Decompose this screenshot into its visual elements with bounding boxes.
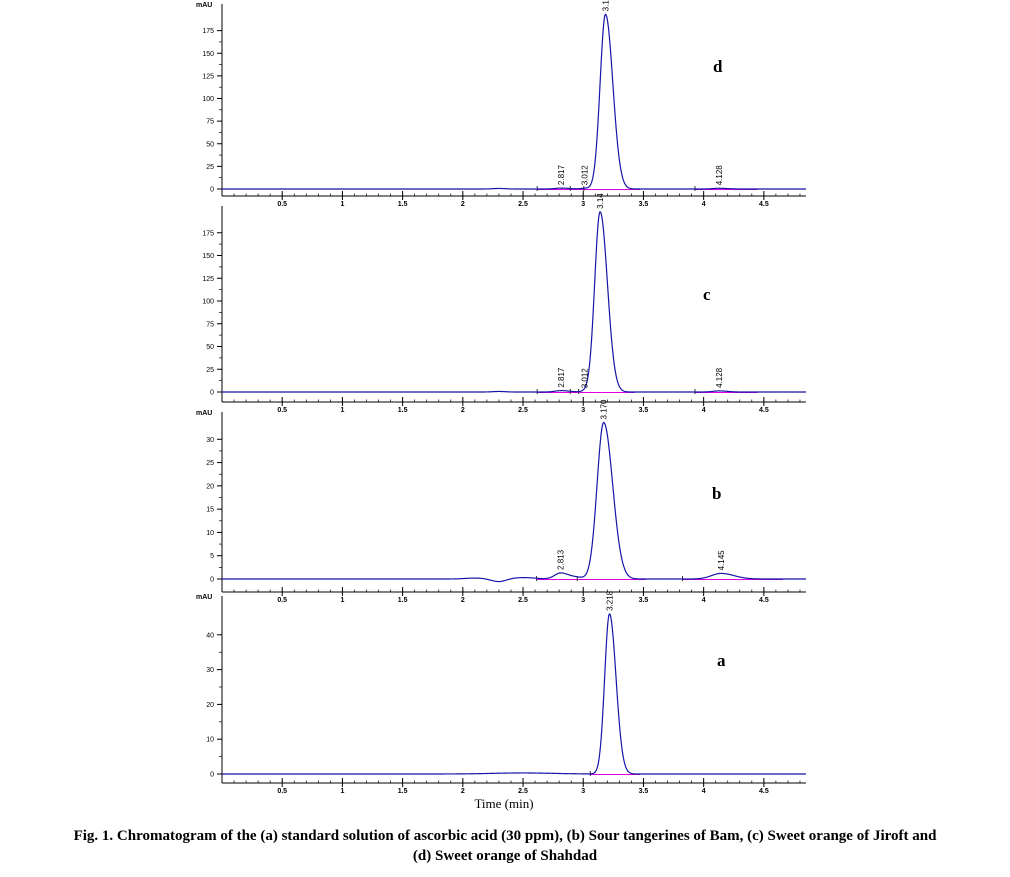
x-tick-label: 2.5 xyxy=(518,788,528,795)
x-tick-label: 0.5 xyxy=(277,788,287,795)
y-tick-label: 100 xyxy=(202,96,214,103)
panel-d: 0 25 50 75 100 125 150 175 mAU 0.5 1 1.5 2 2.5 3 3.5 4 4.… xyxy=(196,0,806,208)
y-tick-label: 75 xyxy=(206,321,214,328)
y-unit-label: mAU xyxy=(196,410,212,417)
x-tick-label: 2 xyxy=(461,597,465,604)
x-axis-label: Time (min) xyxy=(474,796,533,811)
y-tick-label: 50 xyxy=(206,141,214,148)
x-tick-label: 3.5 xyxy=(639,407,649,414)
y-tick-label: 125 xyxy=(202,73,214,80)
x-tick-label: 1.5 xyxy=(398,201,408,208)
peak-rt-label: 4.128 xyxy=(715,367,724,388)
y-tick-label: 25 xyxy=(206,460,214,467)
x-tick-label: 2 xyxy=(461,201,465,208)
peak-rt-label: 3.170 xyxy=(600,399,609,420)
chromatogram-trace xyxy=(222,211,806,393)
chromatogram-trace xyxy=(222,613,806,775)
x-tick-label: 0.5 xyxy=(277,201,287,208)
y-unit-label: mAU xyxy=(196,594,212,601)
y-tick-label: 75 xyxy=(206,119,214,126)
y-tick-label: 125 xyxy=(202,276,214,283)
peak-rt-label: 4.145 xyxy=(717,550,726,571)
x-tick-label: 1.5 xyxy=(398,597,408,604)
y-tick-label: 0 xyxy=(210,390,214,397)
y-tick-label: 0 xyxy=(210,187,214,194)
y-tick-label: 150 xyxy=(202,253,214,260)
panel-letter: d xyxy=(713,57,723,76)
peak-rt-label: 2.813 xyxy=(557,549,566,570)
y-tick-label: 40 xyxy=(206,632,214,639)
figure-caption: Fig. 1. Chromatogram of the (a) standard… xyxy=(0,826,1010,866)
x-tick-label: 2 xyxy=(461,407,465,414)
y-tick-label: 100 xyxy=(202,299,214,306)
y-tick-label: 20 xyxy=(206,702,214,709)
panel-b: 0 5 10 15 20 25 30 mAU 0.5 1 1.5 2 2.5 3 3.5 4 4.5 2.813 3… xyxy=(196,399,806,604)
y-tick-label: 5 xyxy=(210,553,214,560)
panel-letter: b xyxy=(712,484,721,503)
panel-c: 0 25 50 75 100 125 150 175 0.5 1 1.5 2 2.5 3 3.5 4 4.5 2.… xyxy=(202,193,806,414)
x-tick-label: 3.5 xyxy=(639,788,649,795)
y-tick-label: 175 xyxy=(202,230,214,237)
x-tick-label: 4.5 xyxy=(759,597,769,604)
peak-rt-label: 3.218 xyxy=(605,590,614,611)
x-tick-label: 4 xyxy=(702,201,706,208)
x-tick-label: 2.5 xyxy=(518,201,528,208)
peak-rt-label: 3.185 xyxy=(602,0,611,11)
x-tick-label: 3 xyxy=(581,788,585,795)
x-tick-label: 1.5 xyxy=(398,407,408,414)
y-tick-label: 30 xyxy=(206,437,214,444)
x-tick-label: 2.5 xyxy=(518,597,528,604)
x-tick-label: 3 xyxy=(581,201,585,208)
panel-a: 0 10 20 30 40 mAU 0.5 1 1.5 2 2.5 3 3.5 4 4.5 3.218 a Tim… xyxy=(196,590,806,811)
x-tick-label: 0.5 xyxy=(277,597,287,604)
y-tick-label: 50 xyxy=(206,344,214,351)
x-tick-label: 1 xyxy=(340,407,344,414)
y-unit-label: mAU xyxy=(196,2,212,9)
peak-rt-label: 3.012 xyxy=(581,368,590,389)
x-tick-label: 4 xyxy=(702,407,706,414)
x-tick-label: 4 xyxy=(702,788,706,795)
panel-letter: a xyxy=(717,651,726,670)
peak-rt-label: 3.14 xyxy=(596,193,605,209)
y-tick-label: 0 xyxy=(210,772,214,779)
y-tick-label: 0 xyxy=(210,577,214,584)
x-tick-label: 0.5 xyxy=(277,407,287,414)
x-tick-label: 4.5 xyxy=(759,788,769,795)
y-tick-label: 15 xyxy=(206,507,214,514)
x-tick-label: 4.5 xyxy=(759,407,769,414)
y-tick-label: 25 xyxy=(206,164,214,171)
peak-rt-label: 3.012 xyxy=(581,165,590,186)
x-tick-label: 2 xyxy=(461,788,465,795)
x-tick-label: 4 xyxy=(702,597,706,604)
y-tick-label: 175 xyxy=(202,28,214,35)
y-tick-label: 30 xyxy=(206,667,214,674)
y-tick-label: 150 xyxy=(202,51,214,58)
x-tick-label: 3.5 xyxy=(639,597,649,604)
y-tick-label: 20 xyxy=(206,483,214,490)
x-tick-label: 1 xyxy=(340,201,344,208)
chromatogram-trace xyxy=(222,13,806,190)
caption-line-1: Fig. 1. Chromatogram of the (a) standard… xyxy=(73,828,937,844)
panel-letter: c xyxy=(703,285,711,304)
x-tick-label: 1 xyxy=(340,597,344,604)
caption-line-2: (d) Sweet orange of Shahdad xyxy=(412,848,598,864)
x-tick-label: 2.5 xyxy=(518,407,528,414)
x-tick-label: 3.5 xyxy=(639,201,649,208)
x-tick-label: 1 xyxy=(340,788,344,795)
x-tick-label: 1.5 xyxy=(398,788,408,795)
x-tick-label: 4.5 xyxy=(759,201,769,208)
y-tick-label: 10 xyxy=(206,530,214,537)
x-tick-label: 3 xyxy=(581,597,585,604)
peak-rt-label: 2.817 xyxy=(557,367,566,388)
peak-rt-label: 2.817 xyxy=(557,165,566,186)
chromatogram-trace xyxy=(222,421,806,583)
peak-rt-label: 4.128 xyxy=(715,165,724,186)
x-tick-label: 3 xyxy=(581,407,585,414)
y-tick-label: 10 xyxy=(206,737,214,744)
y-tick-label: 25 xyxy=(206,367,214,374)
